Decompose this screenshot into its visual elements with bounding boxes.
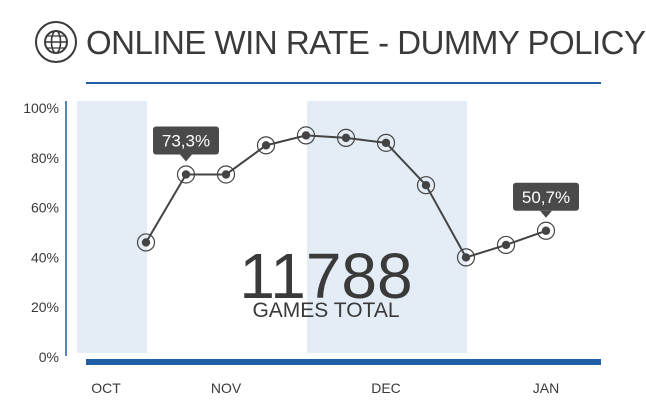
y-tick-label: 0% [39, 349, 59, 365]
band-oct [77, 101, 147, 353]
data-point-ring [256, 136, 276, 155]
y-tick-label: 100% [23, 100, 59, 116]
data-point-ring [136, 233, 156, 252]
data-point-ring [456, 248, 476, 267]
callouts: 73,3% 50,7% [153, 126, 579, 218]
page-title: ONLINE WIN RATE - DUMMY POLICY [86, 24, 646, 61]
callout-pointer [540, 210, 552, 218]
x-tick-label: OCT [91, 380, 121, 396]
y-tick-label: 40% [31, 249, 59, 265]
data-point [501, 240, 511, 250]
data-point [141, 238, 151, 247]
data-point-ring [376, 133, 396, 152]
data-point [181, 170, 191, 179]
callout-box [153, 126, 219, 155]
month-bands [77, 101, 467, 353]
x-axis-baseline [86, 359, 601, 365]
callout-label: 50,7% [522, 188, 570, 207]
data-point-ring [416, 176, 436, 195]
data-point [261, 141, 271, 150]
x-tick-label: DEC [371, 380, 401, 396]
data-point [221, 170, 231, 179]
data-point [301, 131, 311, 140]
y-tick-label: 20% [31, 299, 59, 315]
data-point [541, 226, 551, 235]
data-point-ring [336, 128, 356, 147]
data-point-ring [296, 126, 316, 145]
series-win-rate [136, 126, 556, 267]
total-label: GAMES TOTAL [252, 299, 399, 322]
y-tick-labels: 0% 20% 40% 60% 80% 100% [23, 100, 59, 365]
x-tick-label: NOV [211, 380, 242, 396]
data-point [461, 253, 471, 262]
data-point-ring [176, 165, 196, 184]
data-point-ring [536, 221, 556, 240]
data-point-ring [496, 235, 516, 255]
x-tick-label: JAN [533, 380, 559, 396]
total-value: 11788 [239, 240, 412, 312]
globe-icon [35, 21, 77, 63]
callout-box [513, 182, 579, 211]
data-point [341, 133, 351, 143]
callout-pointer [180, 154, 192, 162]
data-point [381, 138, 391, 148]
data-point [421, 180, 431, 190]
y-tick-label: 80% [31, 150, 59, 166]
x-tick-labels: OCT NOV DEC JAN [91, 380, 559, 396]
callout-label: 73,3% [162, 131, 210, 150]
data-point-ring [216, 165, 236, 184]
y-tick-label: 60% [31, 200, 59, 216]
